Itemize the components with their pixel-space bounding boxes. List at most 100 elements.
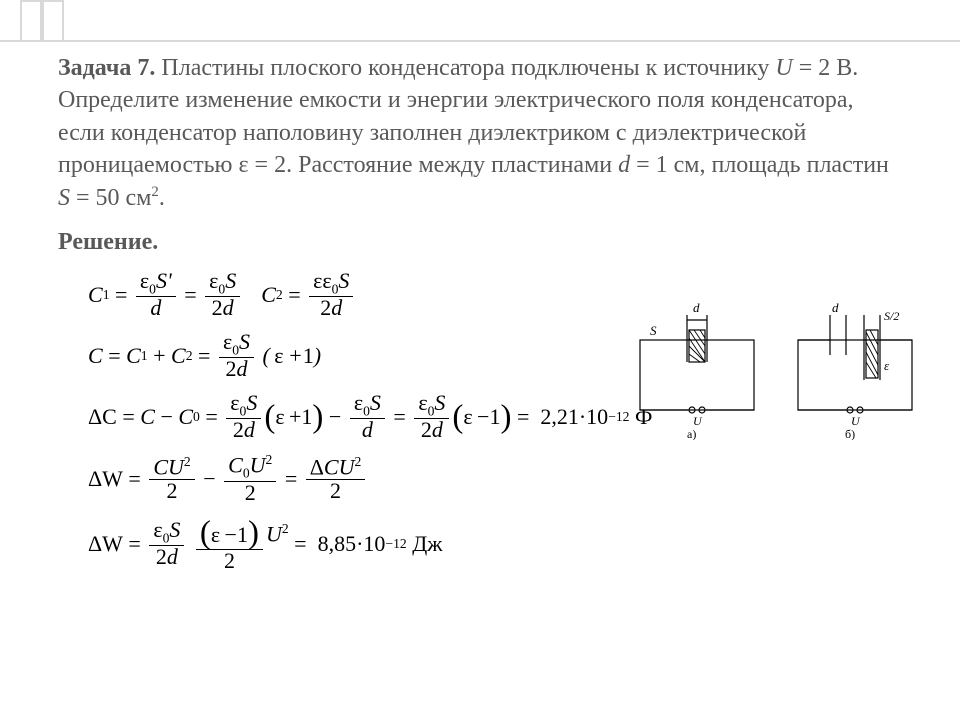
dwv: 8,85·10 [318,533,386,555]
S3: S [338,268,349,293]
diagram-a: S d U а) [632,300,762,440]
S2: S [225,268,236,293]
cu2: CU [153,455,184,480]
sq: 2 [151,184,158,200]
su3: 2 [266,452,273,467]
dW2: ΔW [88,533,123,555]
e12: −12 [608,410,629,424]
p1: Пластины плоского конденсатора подключен… [155,55,775,81]
e2: ε [209,268,218,293]
t7: 2 [421,417,432,442]
frac-11: ε0S 2d [149,519,184,568]
e3: ε [322,268,331,293]
C0u: C [228,453,243,478]
frac-7: ε0S 2d [414,392,449,441]
su2: 2 [184,454,191,469]
em2: ε [275,406,284,428]
lbl-d2: d [832,300,839,315]
su5: 2 [282,521,289,536]
solution-label: Решение. [58,226,902,258]
lbl-b: б) [845,427,855,440]
d6: d [358,419,377,441]
p4: = 50 см [70,185,151,211]
e7: ε [418,390,427,415]
d9: d [167,544,178,569]
p5: . [159,185,165,211]
problem-title: Задача 7. [58,55,155,81]
c1b: C [126,345,141,367]
eq-line-4: ΔW = CU2 2 − C0U2 2 = ΔCU2 2 [88,453,902,503]
su4: 2 [354,454,361,469]
em3: ε [463,406,472,428]
p1k: 1 [489,406,500,428]
S9: S [169,517,180,542]
s2: 2 [276,288,283,302]
two: 2 [212,295,223,320]
t9: 2 [156,544,167,569]
Cc: C [88,345,103,367]
S-sym: S [58,185,70,211]
em1: ε [274,345,283,367]
em5: ε [211,522,220,547]
pl5: 1 [237,522,248,547]
header-deco [0,0,960,42]
d4: d [236,356,247,381]
d-sym: d [618,152,630,178]
sub1: 1 [103,288,110,302]
d3: d [331,295,342,320]
cu3: CU [324,455,355,480]
t4: 2 [225,356,236,381]
o2: 2 [186,349,193,363]
U-sym: U [775,55,792,81]
S5: S [246,390,257,415]
e6: ε [354,390,363,415]
lbl-d: d [693,300,700,315]
e9: ε [153,517,162,542]
problem-text: Задача 7. Пластины плоского конденсатора… [58,52,902,214]
p1n: 1 [303,345,314,367]
eps: ε [140,268,149,293]
frac-6: ε0S d [350,392,385,441]
lbl-U2: U [851,414,861,428]
C2: C [261,284,276,306]
tw3: 2 [326,480,345,502]
o1: 1 [141,349,148,363]
t10: 2 [220,550,239,572]
frac-1: ε0S' d [136,270,176,319]
frac-4: ε0S 2d [219,331,254,380]
lbl-S2: S/2 [884,309,899,323]
Cc2: C [140,406,155,428]
d7: d [432,417,443,442]
frac-12: (ε −1) 2 [196,516,263,572]
p3: = 1 см, площадь пластин [630,152,889,178]
frac-5: ε0S 2d [226,392,261,441]
C0: C [178,406,193,428]
eq-line-5: ΔW = ε0S 2d (ε −1) 2 U2 = 8,85·10−12 Дж [88,516,902,572]
frac-2: ε0S 2d [205,270,240,319]
Sp: S' [156,268,172,293]
C: C [88,284,103,306]
d2: d [223,295,234,320]
d: d [146,297,165,319]
S7: S [434,390,445,415]
diagram-b: d S/2 ε U б) [790,300,920,440]
lbl-eps: ε [884,358,890,373]
s0: 0 [193,410,200,424]
ee: ε [313,268,322,293]
S6: S [370,390,381,415]
lbl-a: а) [687,427,696,440]
t5: 2 [233,417,244,442]
e12b: −12 [385,537,406,551]
dCv: 2,21·10 [540,406,608,428]
frac-8: CU2 2 [149,455,194,501]
c2b: C [171,345,186,367]
U2: U [250,453,266,478]
diagram-block: S d U а) [632,300,920,440]
dW: ΔW [88,468,123,490]
tw2: 2 [241,482,260,504]
frac-9: C0U2 2 [224,453,276,503]
J: Дж [412,533,442,555]
lbl-S: S [650,323,657,338]
lbl-U: U [693,414,703,428]
d5: d [244,417,255,442]
